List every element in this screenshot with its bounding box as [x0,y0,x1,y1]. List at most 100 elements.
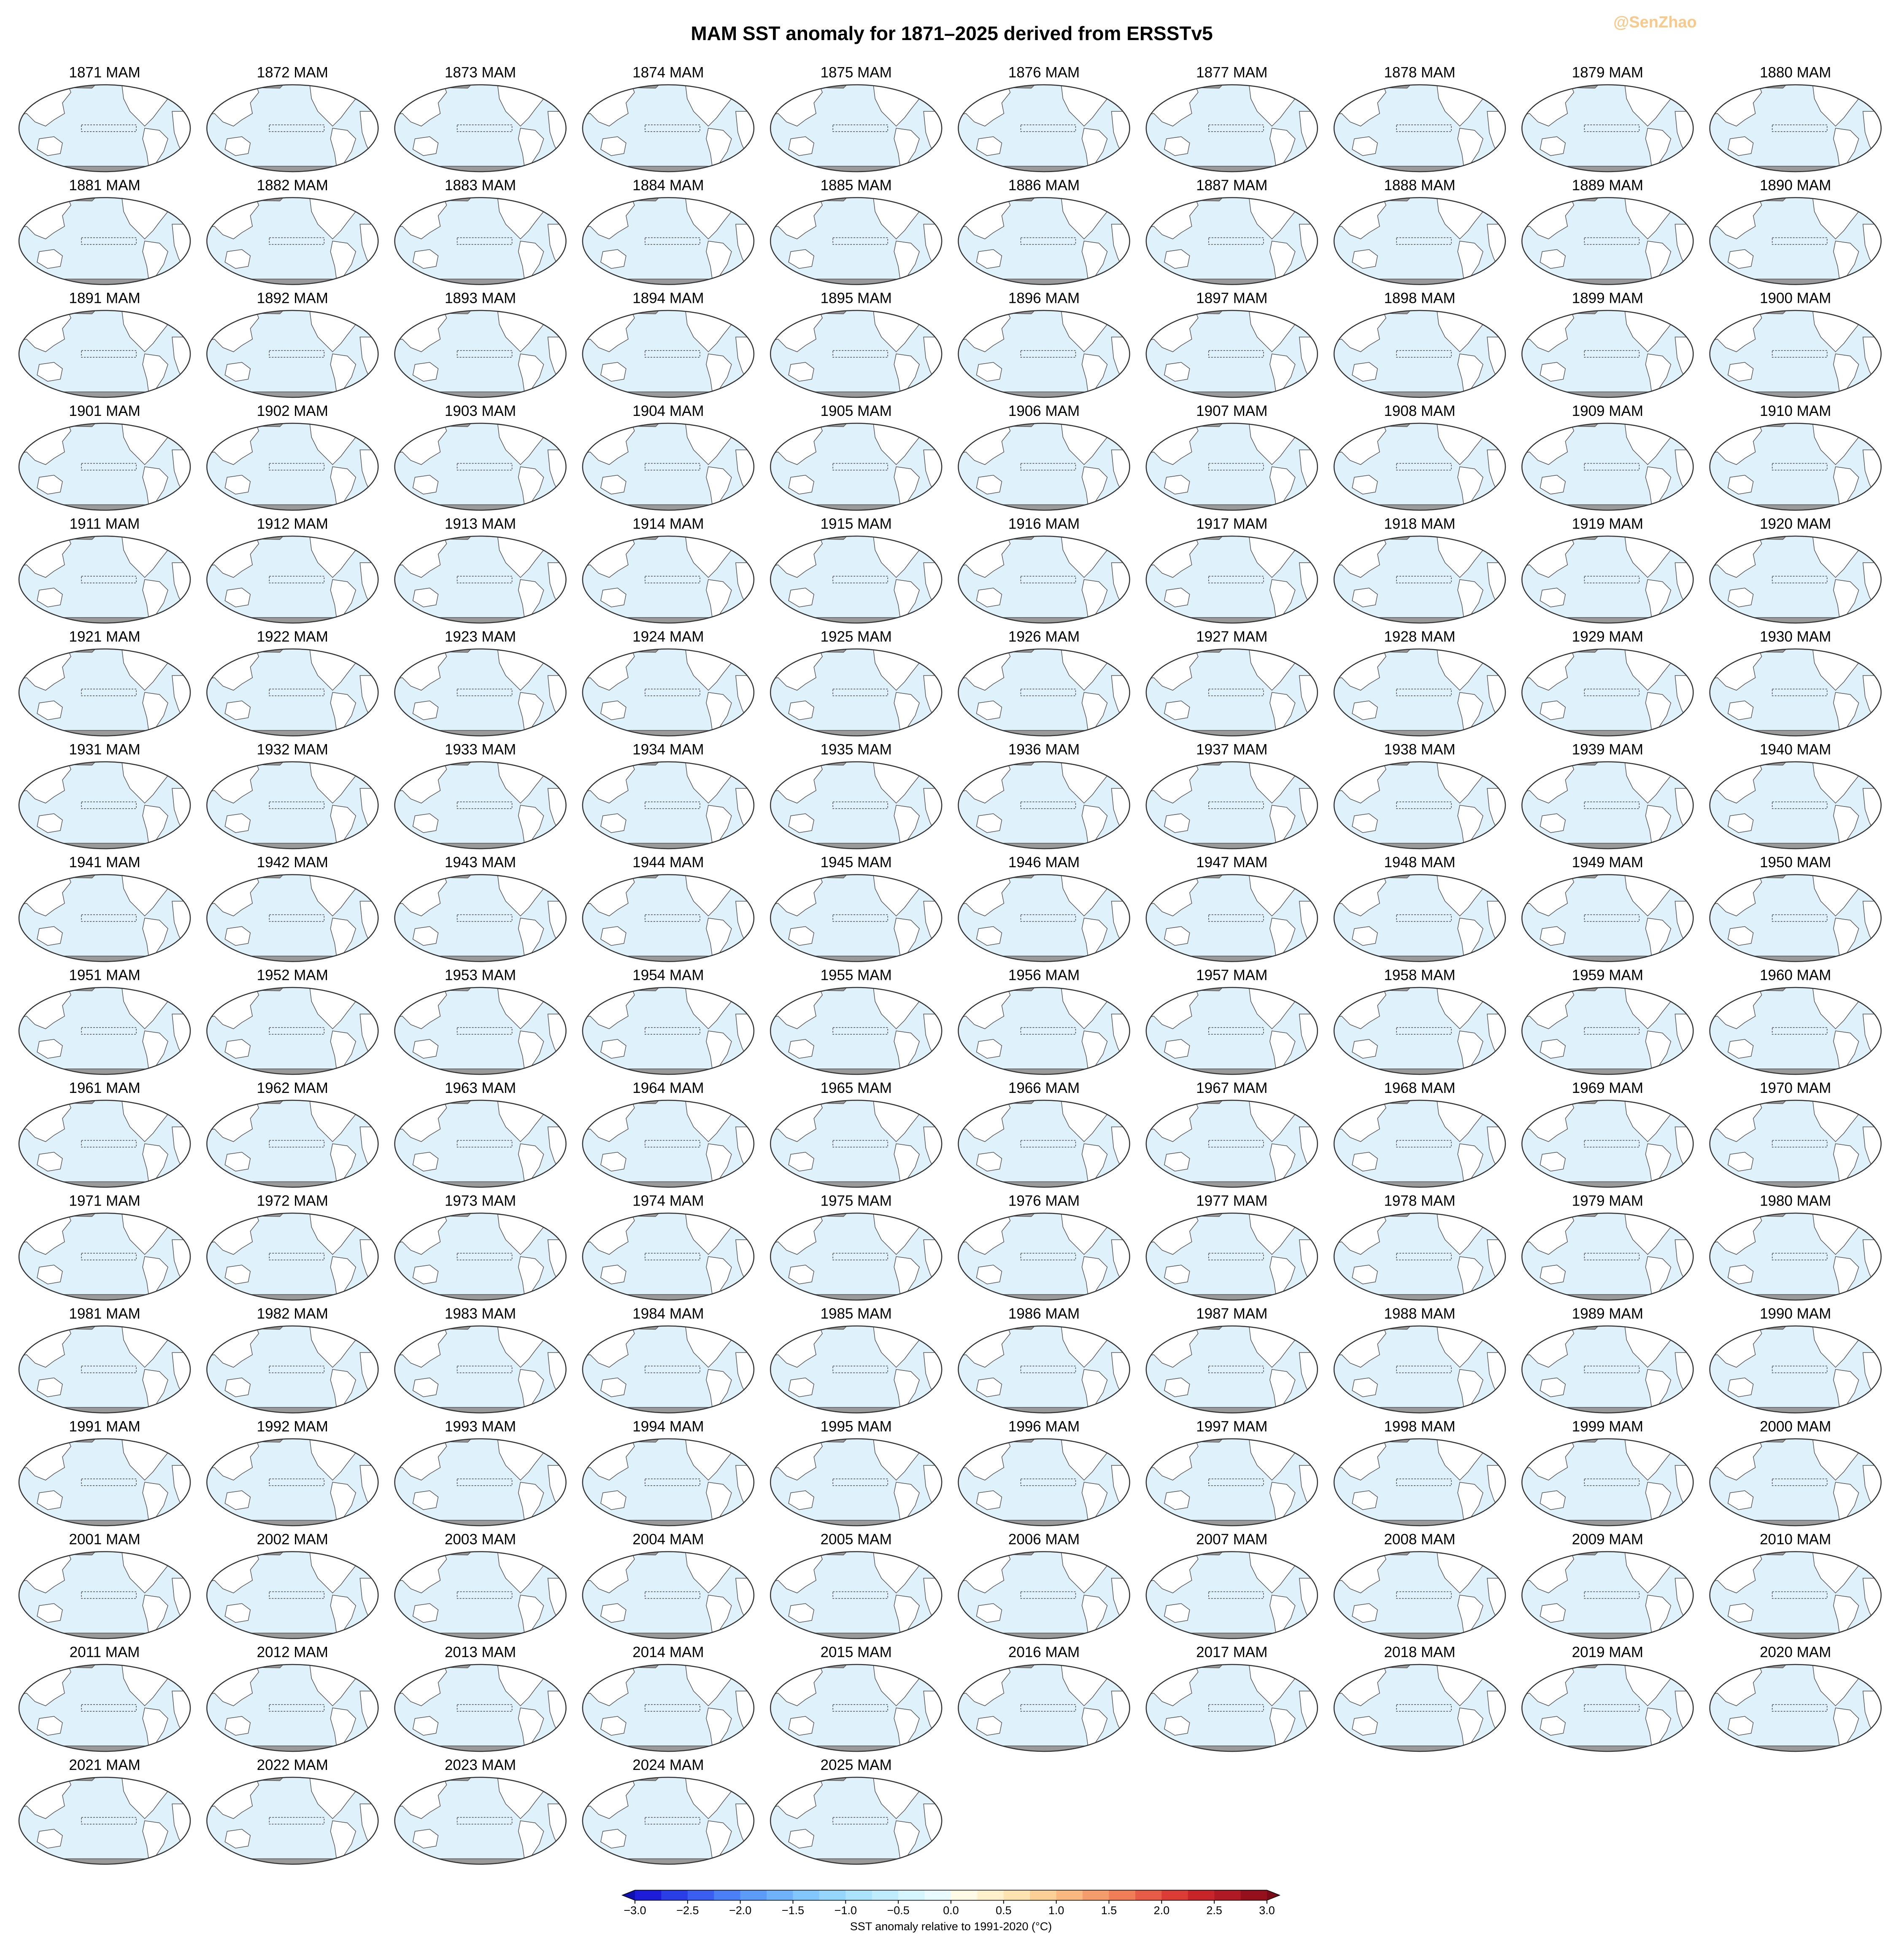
colorbar-extend-low [622,1890,635,1900]
globe-map [1707,1098,1886,1190]
panel-title: 1897 MAM [1196,290,1267,306]
panel-title: 1919 MAM [1572,515,1643,532]
panel-title: 1998 MAM [1384,1418,1455,1435]
map-panel: 1980 MAM [1707,1192,1886,1303]
map-panel: 1886 MAM [956,177,1135,288]
map-panel: 1901 MAM [16,403,195,513]
panel-title: 1958 MAM [1384,967,1455,983]
globe-map [16,759,195,852]
globe-map [767,872,947,965]
map-panel: 1977 MAM [1143,1192,1323,1303]
panel-title: 1999 MAM [1572,1418,1643,1435]
map-panel: 1919 MAM [1519,515,1698,626]
map-panel: 1949 MAM [1519,854,1698,965]
map-panel: 1874 MAM [580,64,759,175]
map-panel: 1999 MAM [1519,1418,1698,1529]
globe-map [1143,1098,1323,1190]
map-panel: 1892 MAM [204,290,383,400]
panel-title: 1913 MAM [445,515,516,532]
globe-map [1519,421,1698,513]
panel-title: 1892 MAM [257,290,328,306]
globe-map [767,646,947,739]
map-panel: 1963 MAM [392,1080,571,1190]
panel-title: 1917 MAM [1196,515,1267,532]
map-panel: 2022 MAM [204,1757,383,1867]
globe-map [16,195,195,288]
globe-map [1707,759,1886,852]
panel-title: 1979 MAM [1572,1192,1643,1209]
panel-title: 1875 MAM [821,64,892,81]
map-panel: 1950 MAM [1707,854,1886,965]
panel-title: 1952 MAM [257,967,328,983]
globe-map [16,872,195,965]
globe-map [204,1323,383,1416]
panel-title: 2002 MAM [257,1531,328,1548]
map-panel: 1909 MAM [1519,403,1698,513]
globe-map [16,1098,195,1190]
globe-map [1519,82,1698,175]
globe-map [1707,1323,1886,1416]
globe-map [392,1549,571,1642]
panel-title: 1949 MAM [1572,854,1643,871]
globe-map [767,195,947,288]
map-panel: 1902 MAM [204,403,383,513]
panel-title: 1871 MAM [69,64,140,81]
globe-map [1143,759,1323,852]
panel-title: 2006 MAM [1008,1531,1080,1548]
chart-title: MAM SST anomaly for 1871–2025 derived fr… [691,22,1213,44]
panel-title: 1971 MAM [69,1192,140,1209]
panel-title: 1877 MAM [1196,64,1267,81]
panel-title: 1924 MAM [632,629,704,645]
globe-map [16,421,195,513]
map-panel: 1930 MAM [1707,629,1886,739]
globe-map [392,533,571,626]
panel-title: 1954 MAM [632,967,704,983]
panel-title: 1927 MAM [1196,629,1267,645]
map-panel: 1884 MAM [580,177,759,288]
panel-title: 2016 MAM [1008,1644,1080,1660]
map-panel: 1959 MAM [1519,967,1698,1077]
map-panel: 1976 MAM [956,1192,1135,1303]
globe-map [1143,82,1323,175]
globe-map [1519,759,1698,852]
panel-title: 1948 MAM [1384,854,1455,871]
globe-map [956,1098,1135,1190]
colorbar-segment [714,1890,741,1900]
globe-map [204,872,383,965]
globe-map [1331,1662,1510,1754]
panel-title: 1886 MAM [1008,177,1080,194]
globe-map [1707,82,1886,175]
map-panel: 1951 MAM [16,967,195,1077]
panel-title: 2015 MAM [821,1644,892,1660]
globe-map [1707,308,1886,400]
map-panel: 1876 MAM [956,64,1135,175]
globe-map [392,872,571,965]
panel-title: 1935 MAM [821,741,892,758]
globe-map [1331,308,1510,400]
map-panel: 2007 MAM [1143,1531,1323,1642]
globe-map [392,82,571,175]
map-panel: 1920 MAM [1707,515,1886,626]
globe-map [16,985,195,1077]
map-panel: 1934 MAM [580,741,759,852]
panel-title: 2012 MAM [257,1644,328,1660]
map-panel: 1921 MAM [16,629,195,739]
panel-title: 1956 MAM [1008,967,1080,983]
globe-map [767,82,947,175]
panel-title: 2008 MAM [1384,1531,1455,1548]
globe-map [1519,308,1698,400]
panel-title: 1941 MAM [69,854,140,871]
map-panel: 1994 MAM [580,1418,759,1529]
panel-title: 1888 MAM [1384,177,1455,194]
globe-map [1707,1662,1886,1754]
map-panel: 1872 MAM [204,64,383,175]
panel-title: 2014 MAM [632,1644,704,1660]
map-panel: 2023 MAM [392,1757,571,1867]
map-panel: 1880 MAM [1707,64,1886,175]
map-panel: 1945 MAM [767,854,947,965]
panel-title: 2024 MAM [632,1757,704,1773]
panel-title: 1937 MAM [1196,741,1267,758]
colorbar-tick-label: 1.0 [1048,1904,1064,1917]
map-panel: 1923 MAM [392,629,571,739]
colorbar-label: SST anomaly relative to 1991-2020 (°C) [850,1920,1052,1933]
